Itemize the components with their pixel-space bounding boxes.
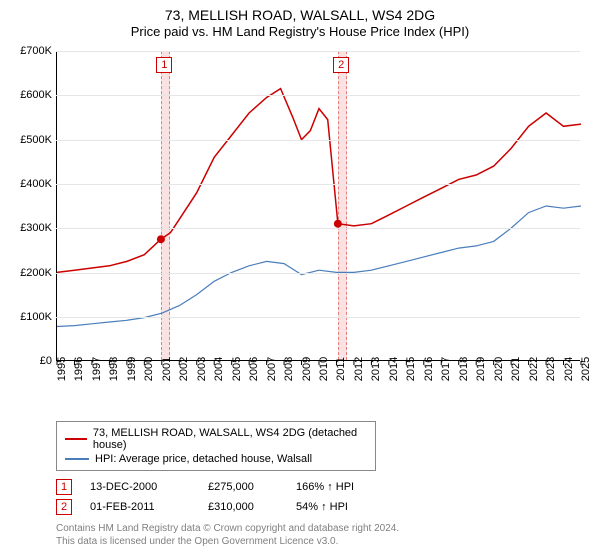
xtick-label: 2024 xyxy=(563,357,575,381)
xtick-label: 2018 xyxy=(458,357,470,381)
xtick-label: 2017 xyxy=(440,357,452,381)
ytick-label: £300K xyxy=(12,222,52,234)
xtick-label: 2010 xyxy=(318,357,330,381)
legend-swatch xyxy=(65,458,89,460)
xtick-label: 2020 xyxy=(493,357,505,381)
xtick-label: 2023 xyxy=(545,357,557,381)
series-line xyxy=(57,206,581,327)
ytick-label: £500K xyxy=(12,134,52,146)
xtick-label: 2012 xyxy=(353,357,365,381)
transaction-hpi: 166% ↑ HPI xyxy=(296,481,386,493)
plot xyxy=(56,51,580,361)
xtick-label: 2019 xyxy=(475,357,487,381)
ytick-label: £200K xyxy=(12,267,52,279)
footer-line2: This data is licensed under the Open Gov… xyxy=(56,536,588,549)
gridline xyxy=(56,51,580,52)
sale-marker: 1 xyxy=(156,57,172,73)
xtick-label: 2013 xyxy=(370,357,382,381)
page-subtitle: Price paid vs. HM Land Registry's House … xyxy=(12,24,588,39)
transaction-row: 1 13-DEC-2000 £275,000 166% ↑ HPI xyxy=(56,477,588,497)
container: 73, MELLISH ROAD, WALSALL, WS4 2DG Price… xyxy=(0,0,600,560)
xtick-label: 2025 xyxy=(580,357,592,381)
xtick-label: 2016 xyxy=(423,357,435,381)
sale-marker: 2 xyxy=(333,57,349,73)
legend-swatch xyxy=(65,438,87,440)
transaction-marker: 1 xyxy=(56,479,72,495)
legend-item: HPI: Average price, detached house, Wals… xyxy=(65,452,367,466)
chart-area: £0 £100K £200K £300K £400K £500K £600K £700K 199… xyxy=(12,45,588,415)
xtick-label: 1999 xyxy=(126,357,138,381)
transaction-date: 13-DEC-2000 xyxy=(90,481,190,493)
footer: Contains HM Land Registry data © Crown c… xyxy=(56,523,588,548)
gridline xyxy=(56,317,580,318)
transaction-row: 2 01-FEB-2011 £310,000 54% ↑ HPI xyxy=(56,497,588,517)
gridline xyxy=(56,273,580,274)
legend-label: HPI: Average price, detached house, Wals… xyxy=(95,453,312,465)
sale-dot xyxy=(157,235,165,243)
footer-line1: Contains HM Land Registry data © Crown c… xyxy=(56,523,588,536)
xtick-label: 1997 xyxy=(91,357,103,381)
legend-label: 73, MELLISH ROAD, WALSALL, WS4 2DG (deta… xyxy=(93,427,367,451)
gridline xyxy=(56,140,580,141)
xtick-label: 1998 xyxy=(108,357,120,381)
xtick-label: 2011 xyxy=(335,357,347,381)
xtick-label: 2002 xyxy=(178,357,190,381)
transaction-date: 01-FEB-2011 xyxy=(90,501,190,513)
gridline xyxy=(56,95,580,96)
xtick-label: 2001 xyxy=(161,357,173,381)
xtick-label: 2007 xyxy=(266,357,278,381)
xtick-label: 2009 xyxy=(301,357,313,381)
xtick-label: 2006 xyxy=(248,357,260,381)
xtick-label: 2003 xyxy=(196,357,208,381)
sale-dot xyxy=(334,220,342,228)
legend: 73, MELLISH ROAD, WALSALL, WS4 2DG (deta… xyxy=(56,421,376,471)
page-title: 73, MELLISH ROAD, WALSALL, WS4 2DG xyxy=(12,6,588,24)
transaction-price: £275,000 xyxy=(208,481,278,493)
transactions-table: 1 13-DEC-2000 £275,000 166% ↑ HPI 2 01-FEB-20… xyxy=(56,477,588,517)
xtick-label: 1995 xyxy=(56,357,68,381)
xtick-label: 2008 xyxy=(283,357,295,381)
ytick-label: £100K xyxy=(12,311,52,323)
gridline xyxy=(56,184,580,185)
legend-item: 73, MELLISH ROAD, WALSALL, WS4 2DG (deta… xyxy=(65,426,367,452)
series-line xyxy=(57,89,581,273)
xtick-label: 2005 xyxy=(231,357,243,381)
transaction-price: £310,000 xyxy=(208,501,278,513)
transaction-hpi: 54% ↑ HPI xyxy=(296,501,386,513)
xtick-label: 2014 xyxy=(388,357,400,381)
ytick-label: £0 xyxy=(12,355,52,367)
ytick-label: £400K xyxy=(12,178,52,190)
xtick-label: 2021 xyxy=(510,357,522,381)
xtick-label: 2015 xyxy=(405,357,417,381)
xtick-label: 2022 xyxy=(528,357,540,381)
xtick-label: 1996 xyxy=(73,357,85,381)
ytick-label: £700K xyxy=(12,45,52,57)
xtick-label: 2000 xyxy=(143,357,155,381)
ytick-label: £600K xyxy=(12,89,52,101)
transaction-marker: 2 xyxy=(56,499,72,515)
gridline xyxy=(56,228,580,229)
xtick-label: 2004 xyxy=(213,357,225,381)
chart-svg xyxy=(57,51,581,361)
